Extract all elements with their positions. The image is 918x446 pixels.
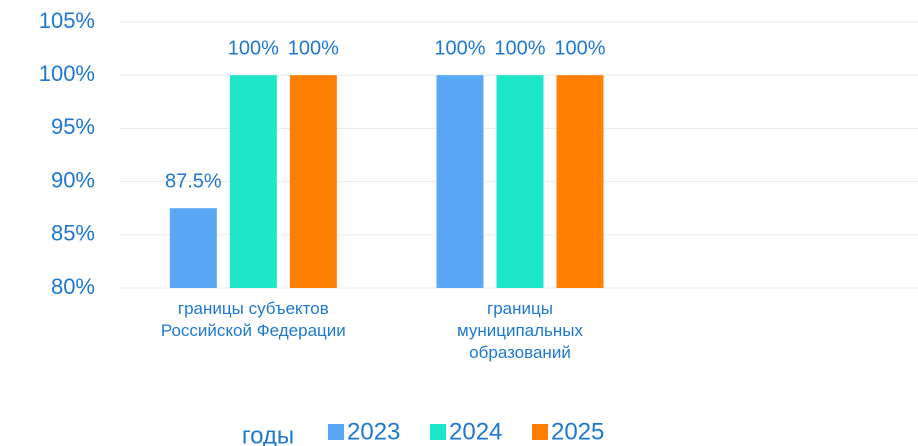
legend-label: 2024: [449, 418, 502, 445]
y-tick-label: 100%: [39, 61, 95, 86]
legend-label: 2025: [551, 418, 604, 445]
y-tick-label: 105%: [39, 8, 95, 33]
bar: [556, 75, 604, 288]
bar: [289, 75, 337, 288]
value-label: 100%: [494, 37, 545, 59]
bar: [436, 75, 484, 288]
x-tick-label: границы муниципальных образований: [456, 299, 584, 362]
value-label: 100%: [434, 37, 485, 59]
value-label: 87.5%: [165, 170, 222, 192]
y-tick-label: 90%: [51, 167, 95, 192]
legend-swatch: [328, 424, 344, 440]
legend-label: 2023: [347, 418, 400, 445]
y-tick-label: 85%: [51, 221, 95, 246]
y-tick-label: 80%: [51, 274, 95, 299]
value-label: 100%: [554, 37, 605, 59]
legend-title: годы: [242, 422, 294, 446]
value-label: 100%: [288, 37, 339, 59]
y-tick-label: 95%: [51, 114, 95, 139]
bar: [496, 75, 544, 288]
legend-swatch: [532, 424, 548, 440]
bar: [229, 75, 277, 288]
legend-swatch: [430, 424, 446, 440]
bar: [169, 208, 217, 288]
x-tick-label: границы субъектов Российской Федерации: [160, 299, 346, 340]
value-label: 100%: [228, 37, 279, 59]
